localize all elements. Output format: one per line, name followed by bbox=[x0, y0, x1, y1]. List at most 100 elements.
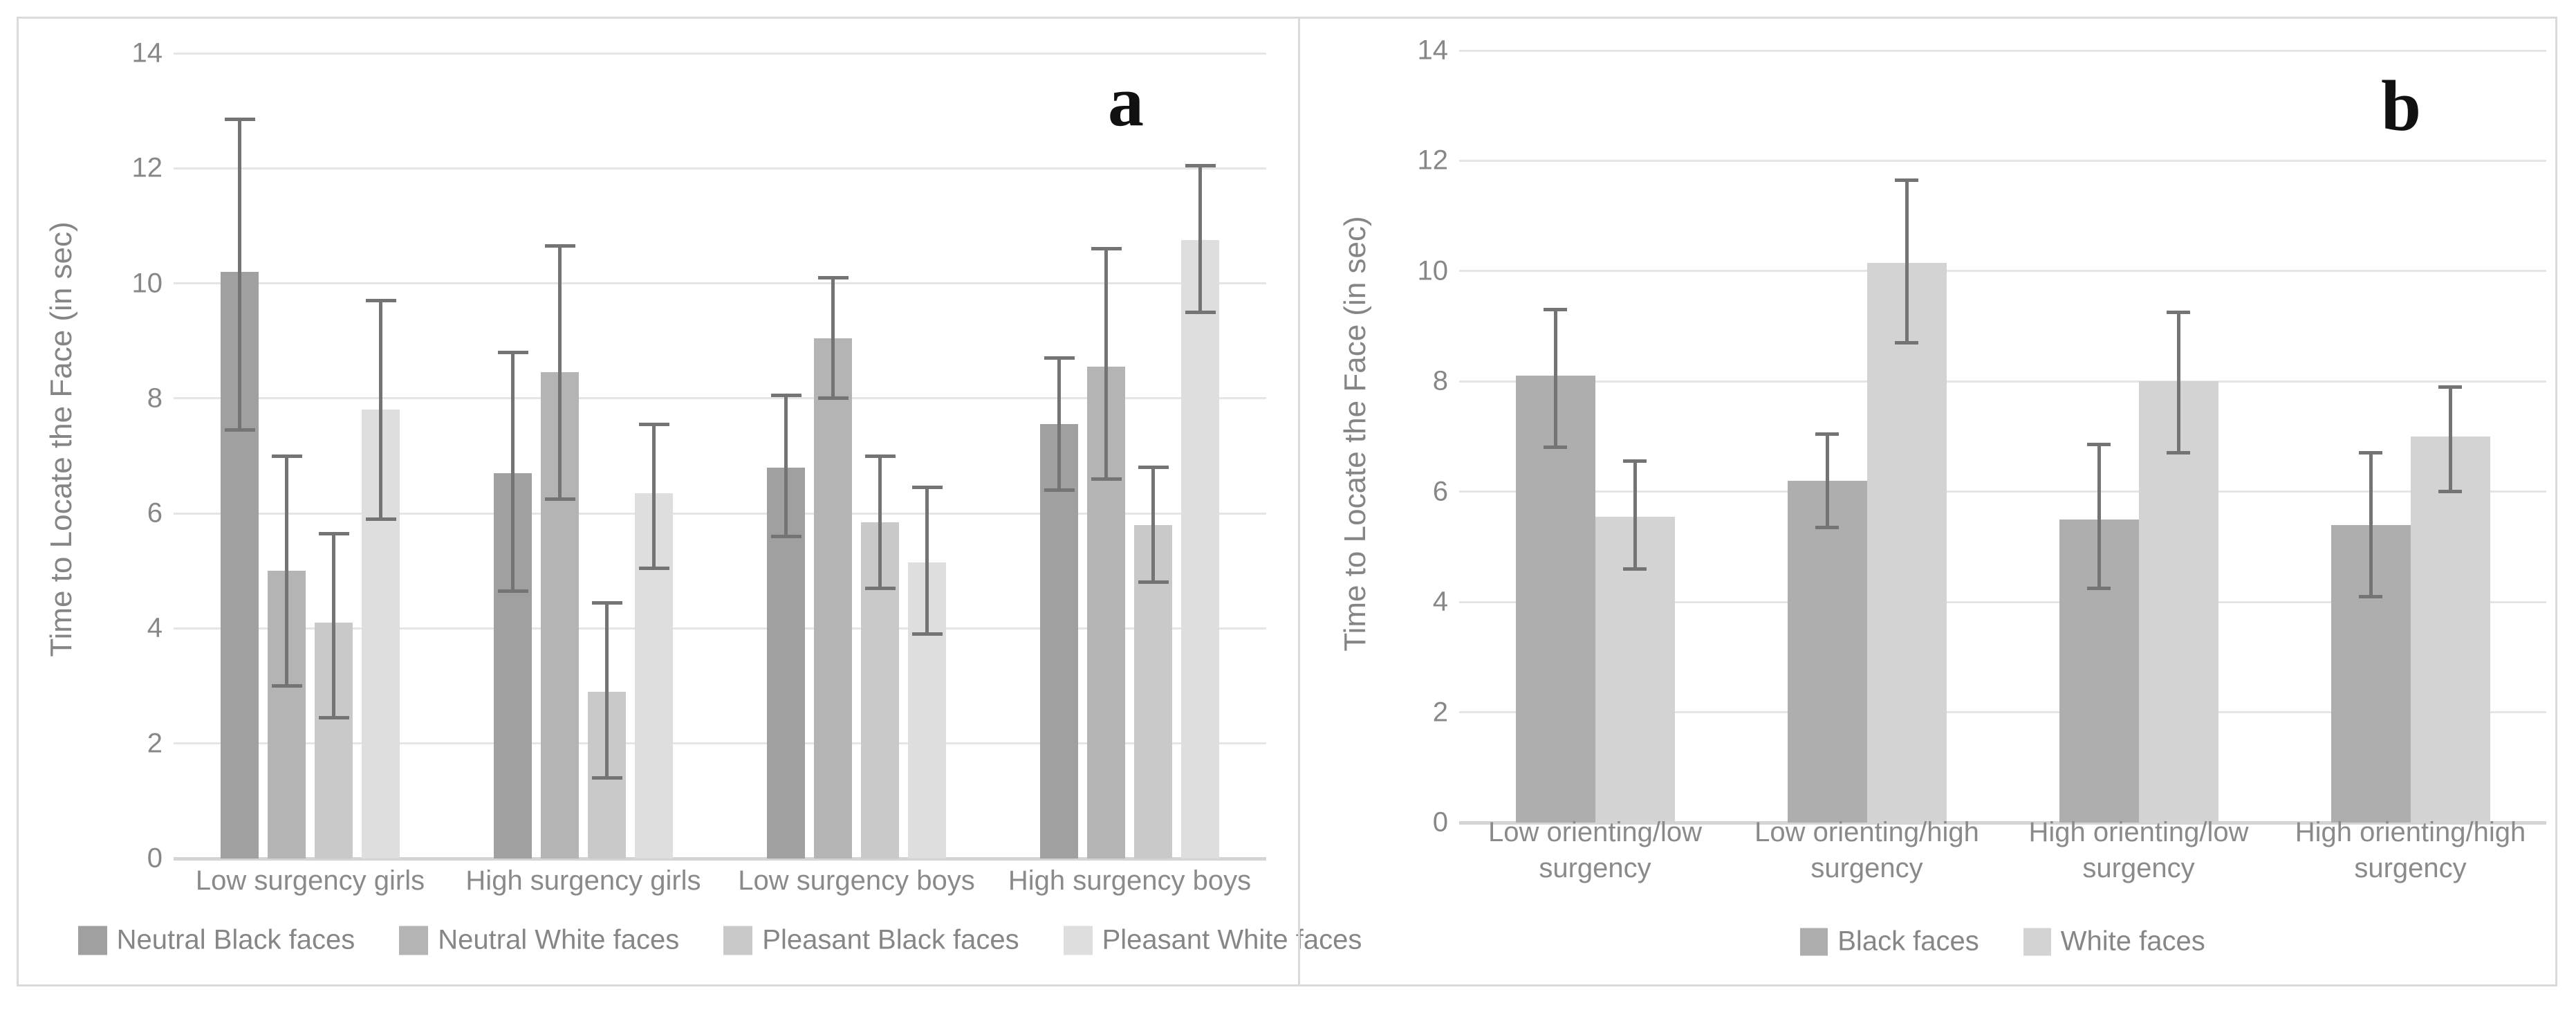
legend-label: Neutral White faces bbox=[438, 924, 680, 955]
gridline bbox=[1459, 159, 2546, 162]
error-bar-cap-top bbox=[1895, 178, 1918, 182]
bar-white-faces bbox=[2410, 437, 2490, 823]
error-bar-cap-bottom bbox=[271, 684, 302, 688]
category-label-line: surgency bbox=[1810, 853, 1923, 883]
bar-black-faces bbox=[1515, 376, 1595, 823]
error-bar-cap-bottom bbox=[2359, 594, 2382, 598]
error-bar-cap-top bbox=[318, 531, 349, 535]
gridline bbox=[1459, 380, 2546, 383]
category-label: High surgency girls bbox=[465, 865, 701, 896]
error-bar-line bbox=[1553, 309, 1557, 448]
error-bar-cap-top bbox=[911, 486, 943, 490]
category-label: Low orienting/low surgency bbox=[1459, 814, 1731, 886]
category-label-line: surgency bbox=[2354, 853, 2467, 883]
bar-neutral-black-faces bbox=[1040, 424, 1078, 858]
error-bar-cap-top bbox=[365, 299, 396, 302]
legend-a: Neutral Black faces Neutral White faces Pl… bbox=[77, 925, 1362, 956]
gridline bbox=[1459, 49, 2546, 52]
x-axis-line bbox=[1459, 821, 2546, 825]
error-bar-cap-bottom bbox=[911, 632, 943, 636]
error-bar-line bbox=[1905, 180, 1909, 343]
error-bar-line bbox=[925, 487, 929, 634]
y-tick-label: 2 bbox=[1432, 697, 1448, 728]
error-bar-line bbox=[2176, 312, 2180, 453]
legend-swatch bbox=[399, 926, 429, 955]
legend-item: Pleasant Black faces bbox=[723, 925, 1019, 956]
error-bar-cap-bottom bbox=[318, 715, 349, 719]
error-bar-line bbox=[831, 277, 835, 398]
x-axis-line bbox=[174, 857, 1266, 861]
y-tick-label: 10 bbox=[1417, 255, 1449, 286]
category-label: Low surgency girls bbox=[195, 865, 425, 896]
error-bar-cap-bottom bbox=[591, 776, 622, 780]
gridline bbox=[174, 512, 1266, 515]
error-bar-cap-top bbox=[1185, 163, 1216, 167]
error-bar-cap-top bbox=[1138, 466, 1169, 470]
gridline bbox=[1459, 711, 2546, 714]
bar-white-faces bbox=[1866, 262, 1947, 823]
gridline bbox=[174, 742, 1266, 745]
error-bar-line bbox=[379, 300, 382, 520]
error-bar-cap-bottom bbox=[1091, 477, 1122, 481]
error-bar-cap-bottom bbox=[365, 517, 396, 521]
error-bar-line bbox=[2448, 387, 2452, 492]
error-bar-cap-top bbox=[1091, 247, 1122, 251]
error-bar-cap-bottom bbox=[224, 428, 255, 432]
bar-neutral-white-faces bbox=[814, 338, 852, 858]
error-bar-cap-top bbox=[544, 244, 575, 248]
error-bar-cap-top bbox=[2167, 311, 2190, 315]
error-bar-cap-top bbox=[638, 422, 669, 426]
error-bar-cap-top bbox=[817, 275, 849, 279]
error-bar-cap-bottom bbox=[864, 586, 896, 590]
error-bar-cap-top bbox=[1623, 459, 1647, 463]
error-bar-cap-bottom bbox=[1138, 580, 1169, 585]
error-bar-cap-bottom bbox=[1044, 488, 1075, 493]
plot-area-a: 0 2 4 6 8 10 12 14 bbox=[19, 19, 1298, 984]
y-tick-label: 6 bbox=[147, 497, 163, 529]
gridline bbox=[174, 627, 1266, 630]
y-tick-label: 8 bbox=[147, 383, 163, 414]
error-bar-cap-bottom bbox=[1623, 567, 1647, 571]
legend-item: Neutral Black faces bbox=[77, 925, 355, 956]
error-bar-line bbox=[238, 119, 241, 430]
y-tick-label: 0 bbox=[1432, 807, 1448, 838]
error-bar-cap-bottom bbox=[1185, 310, 1216, 314]
y-tick-label: 14 bbox=[1417, 35, 1449, 66]
category-label: High surgency boys bbox=[1008, 865, 1252, 896]
error-bar-cap-top bbox=[1044, 356, 1075, 360]
category-label-line: High orienting/high bbox=[2295, 817, 2526, 847]
legend-swatch bbox=[723, 926, 753, 955]
error-bar-cap-top bbox=[224, 118, 255, 122]
gridline bbox=[174, 52, 1266, 55]
error-bar-cap-top bbox=[497, 350, 528, 354]
error-bar-line bbox=[285, 456, 288, 686]
y-tick-label: 12 bbox=[1417, 145, 1449, 176]
category-label-line: Low orienting/low bbox=[1488, 817, 1703, 847]
legend-b: Black faces White faces bbox=[1459, 926, 2546, 957]
category-label: High orienting/low surgency bbox=[2003, 814, 2274, 886]
gridline bbox=[1459, 600, 2546, 603]
gridline bbox=[1459, 490, 2546, 493]
y-tick-label: 10 bbox=[131, 268, 163, 299]
panel-letter-b: b bbox=[2381, 66, 2421, 146]
error-bar-cap-bottom bbox=[770, 534, 801, 538]
category-label-line: surgency bbox=[1539, 853, 1651, 883]
error-bar-cap-bottom bbox=[497, 589, 528, 593]
category-label-line: surgency bbox=[2082, 853, 2195, 883]
error-bar-cap-top bbox=[2359, 451, 2382, 455]
error-bar-cap-bottom bbox=[2087, 586, 2111, 590]
legend-label: Pleasant White faces bbox=[1102, 924, 1362, 955]
error-bar-line bbox=[605, 603, 609, 778]
gridline bbox=[174, 397, 1266, 400]
error-bar-cap-bottom bbox=[1815, 526, 1839, 530]
legend-item: Neutral White faces bbox=[399, 925, 679, 956]
gridline bbox=[174, 282, 1266, 285]
error-bar-cap-top bbox=[271, 454, 302, 458]
legend-label: Pleasant Black faces bbox=[762, 924, 1019, 955]
category-label: Low orienting/high surgency bbox=[1731, 814, 2003, 886]
y-tick-label: 0 bbox=[147, 843, 163, 874]
y-tick-label: 8 bbox=[1432, 365, 1448, 396]
category-label: Low surgency boys bbox=[738, 865, 975, 896]
